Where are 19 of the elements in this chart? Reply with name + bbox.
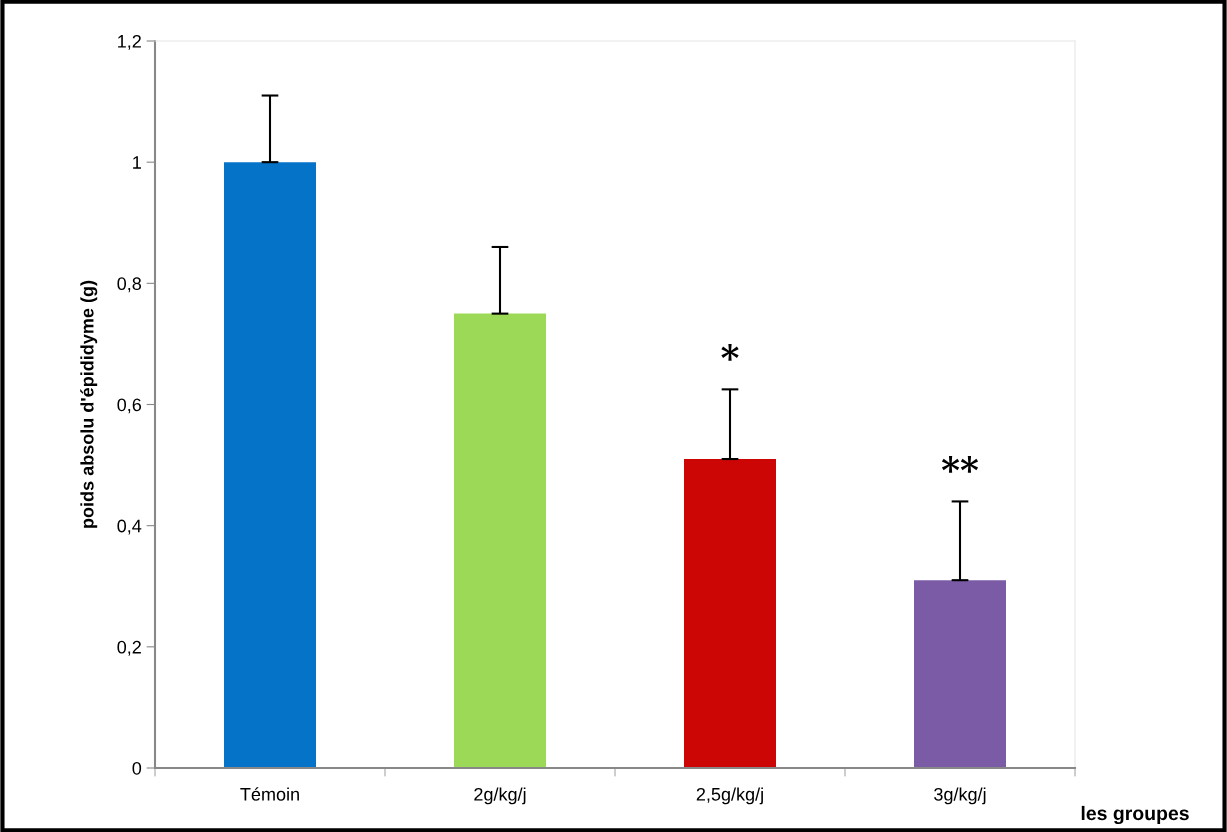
y-tick-label: 0,2: [117, 640, 141, 656]
y-tick-label: 1: [133, 156, 141, 169]
bar: [684, 459, 776, 768]
annotation: *: [721, 343, 739, 361]
x-axis-title: les groupes: [1081, 805, 1189, 825]
x-tick-label: 3g/kg/j: [934, 787, 986, 805]
y-tick-label: 0: [132, 761, 142, 775]
y-tick-label: 0,8: [117, 277, 142, 293]
bar: [454, 313, 546, 768]
bar: [914, 580, 1006, 768]
y-axis-title: poids absolu d'épididyme (g): [80, 280, 98, 528]
y-tick-label: 0,6: [117, 398, 142, 414]
x-tick-label: 2g/kg/j: [474, 787, 526, 805]
bar: [224, 162, 316, 768]
annotation: **: [941, 456, 979, 473]
x-tick-label: Témoin: [240, 787, 299, 801]
x-tick-label: 2,5g/kg/j: [696, 787, 763, 805]
y-tick-label: 1,2: [118, 34, 141, 50]
y-tick-label: 0,4: [117, 519, 142, 535]
